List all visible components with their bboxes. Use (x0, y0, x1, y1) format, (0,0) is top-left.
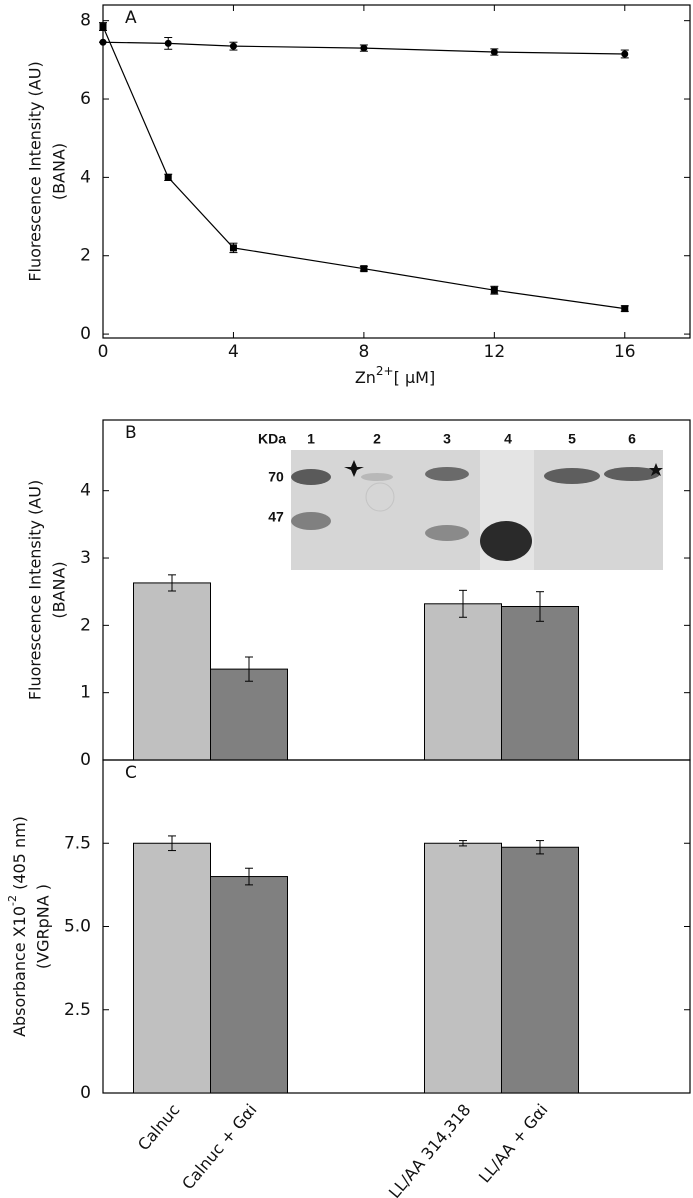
error-bar (536, 840, 544, 855)
marker (164, 39, 172, 47)
error-bar (168, 835, 176, 852)
y-axis-label: (BANA) (50, 561, 69, 618)
marker (99, 38, 107, 46)
gel-band (291, 512, 331, 530)
gel-band (604, 467, 660, 481)
y-tick-label: 5.0 (64, 917, 91, 937)
bar (133, 582, 211, 761)
gel-lane-label: 6 (628, 431, 636, 447)
gel-band (425, 467, 469, 481)
y-axis-label: Fluorescence Intensity (AU) (26, 61, 45, 281)
gel-marker: 70 (268, 469, 284, 485)
y-tick-label: 2 (80, 246, 91, 266)
error-bar (245, 867, 253, 886)
error-bar (168, 574, 176, 592)
x-tick-label: 16 (614, 342, 636, 362)
y-axis-label: (BANA) (50, 143, 69, 200)
error-bar (459, 840, 467, 847)
marker (164, 173, 172, 181)
x-tick-label: 12 (484, 342, 506, 362)
error-bar (536, 591, 544, 622)
y-tick-label: 8 (80, 11, 91, 31)
y-axis-label: (VGRpNA ) (34, 884, 53, 969)
y-axis-label: Fluorescence Intensity (AU) (26, 480, 45, 700)
x-axis-label-base: Zn (355, 368, 376, 387)
gel-lane-label: 5 (568, 431, 576, 447)
y-axis-label-sup: -2 (6, 895, 19, 906)
gel-band (544, 468, 600, 484)
marker (490, 286, 498, 294)
error-bar (459, 589, 467, 618)
y-tick-label: 1 (80, 683, 91, 703)
panel-label: C (125, 763, 137, 783)
x-axis-label: Zn2+[ μM] (355, 364, 435, 387)
marker (621, 305, 629, 313)
y-tick-label: 7.5 (64, 833, 91, 853)
y-axis-label-unit: (405 nm) (10, 816, 29, 895)
x-tick-label: Calnuc + Gαi (178, 1100, 260, 1193)
y-tick-label: 6 (80, 89, 91, 109)
x-tick-label: LL/AA + Gαi (475, 1100, 552, 1186)
bar (210, 876, 288, 1094)
x-axis-label-sup: 2+ (376, 364, 394, 378)
gel-band (425, 525, 469, 541)
y-tick-label: 4 (80, 167, 91, 187)
bar (210, 668, 288, 761)
gel-inset: KDa 70 47 1 2 3 4 5 6 (258, 431, 663, 570)
marker (360, 44, 368, 52)
gel-lane-label: 4 (504, 431, 512, 447)
bar (501, 846, 579, 1094)
bar (133, 842, 211, 1094)
marker (360, 265, 368, 273)
gel-lane-label: 2 (373, 431, 381, 447)
y-tick-label: 0 (80, 324, 91, 344)
axes-frame (102, 4, 691, 339)
error-bar (245, 656, 253, 682)
gel-band (480, 521, 532, 561)
x-tick-label: 4 (228, 342, 239, 362)
panel-label: B (125, 423, 137, 443)
gel-lane-label: 1 (307, 431, 315, 447)
y-tick-label: 3 (80, 548, 91, 568)
star-marker (344, 460, 364, 477)
y-tick-label: 0 (80, 750, 91, 770)
marker (229, 244, 237, 252)
x-tick-label: Calnuc (134, 1100, 184, 1154)
series-line (102, 41, 625, 55)
y-axis-label: Absorbance X10-2 (405 nm) (6, 816, 29, 1037)
bar (424, 842, 502, 1094)
star-marker (649, 463, 663, 476)
marker (621, 50, 629, 58)
x-tick-label: 0 (98, 342, 109, 362)
bar (501, 605, 579, 761)
y-axis-label-base: Absorbance X10 (10, 906, 29, 1037)
marker (229, 42, 237, 50)
series-line (102, 26, 625, 310)
gel-band (361, 473, 393, 481)
y-tick-label: 2.5 (64, 1000, 91, 1020)
marker (99, 23, 107, 31)
gel-band (291, 469, 331, 485)
y-tick-label: 4 (80, 481, 91, 501)
marker (490, 48, 498, 56)
bar (424, 603, 502, 761)
x-tick-label: 8 (358, 342, 369, 362)
y-tick-label: 0 (80, 1083, 91, 1103)
gel-marker: 47 (268, 509, 284, 525)
x-axis-label-unit: [ μM] (394, 368, 436, 387)
gel-lane-label: 3 (443, 431, 451, 447)
y-tick-label: 2 (80, 615, 91, 635)
panel-label: A (125, 8, 137, 28)
gel-artifact (365, 482, 395, 512)
x-tick-label: LL/AA 314,318 (385, 1100, 475, 1198)
gel-header: KDa (258, 431, 286, 447)
